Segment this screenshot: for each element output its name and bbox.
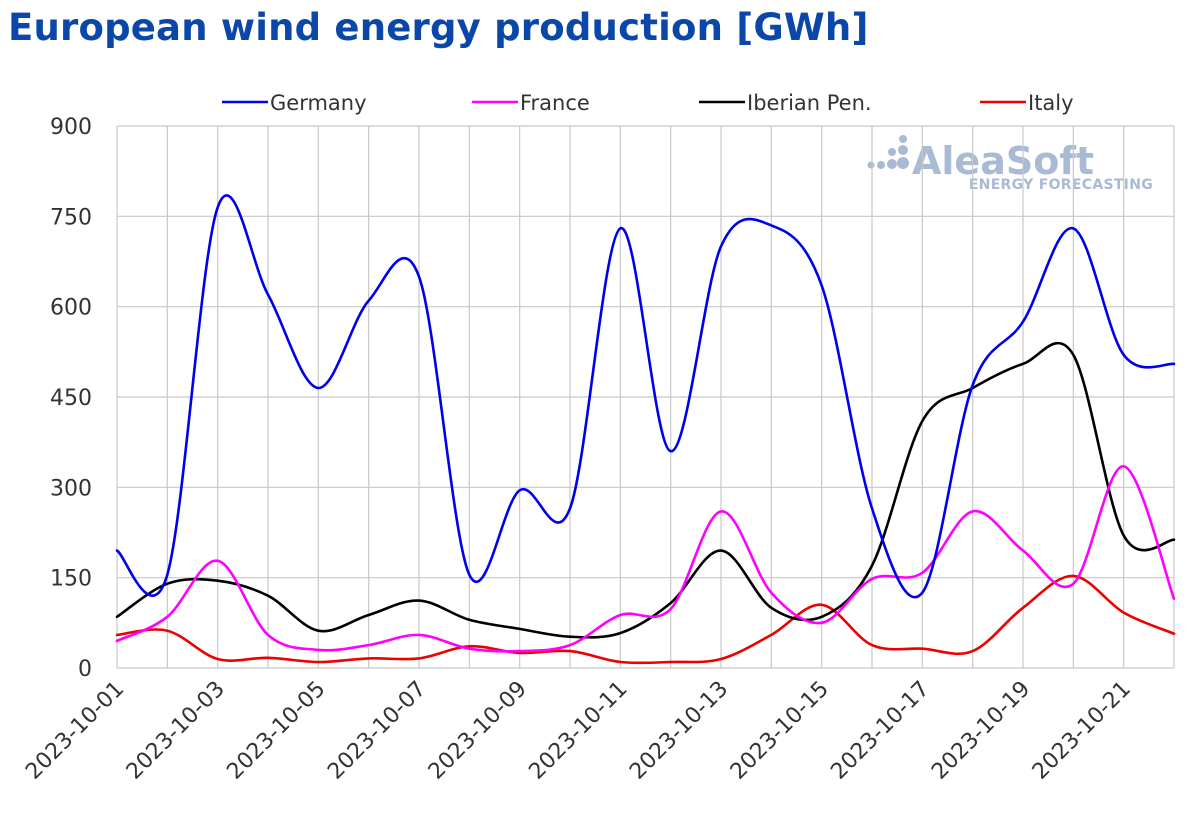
y-tick-label-2: 300 bbox=[50, 476, 92, 501]
y-tick-label-0: 0 bbox=[78, 657, 92, 682]
y-tick-label-6: 900 bbox=[50, 115, 92, 140]
x-tick-label-1: 2023-10-03 bbox=[122, 677, 230, 785]
x-tick-label-3: 2023-10-07 bbox=[323, 677, 431, 785]
series-line-iberian-pen bbox=[115, 341, 1176, 639]
y-tick-label-1: 150 bbox=[50, 567, 92, 592]
gridlines bbox=[116, 125, 1175, 669]
watermark-tagline: ENERGY FORECASTING bbox=[969, 177, 1153, 193]
y-tick-label-4: 600 bbox=[50, 296, 92, 321]
y-axis-ticks: 0 150 300 450 600 750 900 bbox=[50, 115, 92, 682]
y-tick-label-5: 750 bbox=[50, 205, 92, 230]
series-lines bbox=[115, 194, 1176, 665]
x-tick-label-8: 2023-10-17 bbox=[826, 677, 934, 785]
legend-label-germany: Germany bbox=[270, 91, 367, 115]
x-tick-label-4: 2023-10-09 bbox=[424, 677, 532, 785]
x-tick-label-6: 2023-10-13 bbox=[625, 677, 733, 785]
series-line-france bbox=[115, 465, 1176, 653]
aleasoft-watermark: AleaSoft ENERGY FORECASTING bbox=[867, 135, 1153, 193]
series-line-italy bbox=[115, 574, 1176, 665]
x-tick-label-7: 2023-10-15 bbox=[726, 677, 834, 785]
y-tick-label-3: 450 bbox=[50, 386, 92, 411]
chart-title: European wind energy production [GWh] bbox=[8, 6, 869, 49]
x-tick-label-0: 2023-10-01 bbox=[21, 677, 129, 785]
series-line-germany bbox=[115, 194, 1176, 599]
legend-label-iberian-pen: Iberian Pen. bbox=[747, 91, 872, 115]
legend-label-italy: Italy bbox=[1028, 91, 1074, 115]
x-tick-label-9: 2023-10-19 bbox=[927, 677, 1035, 785]
x-tick-label-10: 2023-10-21 bbox=[1028, 677, 1136, 785]
x-tick-label-5: 2023-10-11 bbox=[524, 677, 632, 785]
x-axis-ticks: 2023-10-012023-10-032023-10-052023-10-07… bbox=[21, 677, 1136, 785]
legend-label-france: France bbox=[520, 91, 590, 115]
aleasoft-logo-icon bbox=[867, 135, 909, 169]
legend: Germany France Iberian Pen. Italy bbox=[222, 91, 1074, 115]
x-tick-label-2: 2023-10-05 bbox=[222, 677, 330, 785]
watermark-brand: AleaSoft bbox=[912, 139, 1094, 183]
